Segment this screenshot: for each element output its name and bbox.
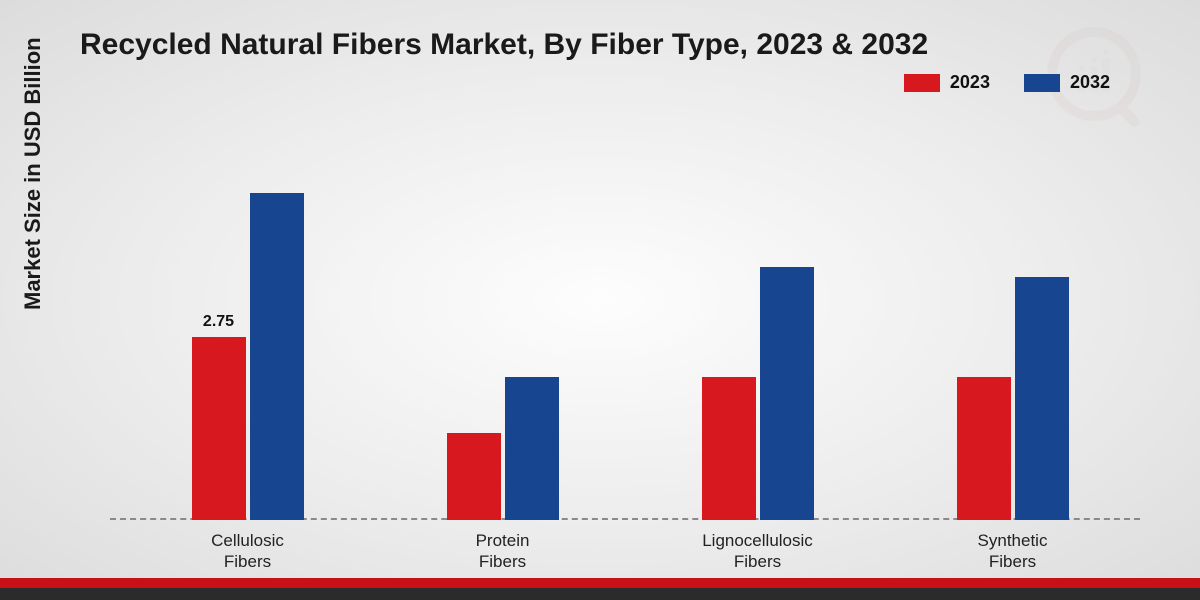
legend-label-2023: 2023 [950,72,990,93]
bar-2023 [702,377,756,520]
chart-title: Recycled Natural Fibers Market, By Fiber… [80,28,928,62]
x-axis-category-label: Synthetic Fibers [978,530,1048,573]
bar-2023 [957,377,1011,520]
legend-swatch-2032 [1024,74,1060,92]
x-axis-category-label: Lignocellulosic Fibers [702,530,813,573]
bar-2032 [250,193,304,520]
footer-stripe-dark [0,588,1200,600]
footer-stripe-red [0,578,1200,588]
y-axis-label: Market Size in USD Billion [20,37,46,310]
plot-area: 2.75Cellulosic FibersProtein FibersLigno… [110,120,1140,520]
legend-label-2032: 2032 [1070,72,1110,93]
legend-item-2023: 2023 [904,72,990,93]
bar-2032 [760,267,814,520]
x-axis-category-label: Protein Fibers [476,530,530,573]
bar-value-label: 2.75 [203,313,234,331]
bar-2023 [192,337,246,520]
x-axis-category-label: Cellulosic Fibers [211,530,284,573]
legend-item-2032: 2032 [1024,72,1110,93]
bar-2032 [1015,277,1069,520]
legend-swatch-2023 [904,74,940,92]
bar-2032 [505,377,559,520]
legend: 2023 2032 [904,72,1110,93]
chart-page: Recycled Natural Fibers Market, By Fiber… [0,0,1200,600]
bar-2023 [447,433,501,520]
